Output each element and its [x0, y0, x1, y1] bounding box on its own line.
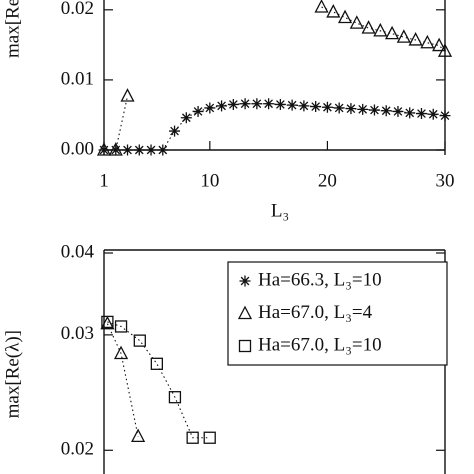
triangle-marker [96, 142, 112, 156]
star-marker [427, 108, 439, 120]
triangle-marker [420, 34, 435, 49]
star-marker [216, 100, 228, 112]
star-marker [380, 105, 392, 117]
star-marker [133, 144, 145, 156]
star-marker [157, 144, 169, 156]
triangle-marker [361, 20, 376, 34]
star-marker [169, 125, 181, 137]
star-marker [145, 144, 157, 156]
star-marker [192, 105, 204, 117]
star-marker [357, 103, 369, 115]
y-tick-label: 0.03 [61, 323, 94, 344]
y-tick-label: 0.02 [61, 0, 94, 19]
triangle-marker [314, 0, 329, 13]
y-axis-label: max[Re(λ)] [2, 330, 23, 418]
x-tick-label: 1 [99, 170, 109, 191]
star-marker [239, 98, 251, 110]
star-marker [321, 101, 333, 113]
triangle-marker [337, 9, 353, 24]
series-line [106, 323, 139, 437]
legend-label: Ha=67.0, L₃=4 [258, 302, 373, 323]
triangle-marker [385, 25, 400, 40]
series-line [104, 103, 446, 151]
star-marker [404, 107, 416, 119]
square-marker [150, 357, 164, 370]
star-marker [286, 99, 298, 111]
y-tick-label: 0.01 [61, 68, 94, 89]
x-tick-label: 30 [436, 170, 455, 191]
x-tick-label: 20 [318, 170, 337, 191]
legend-marker [237, 305, 253, 320]
square-marker [186, 431, 199, 444]
triangle-marker [396, 29, 411, 43]
series-line [104, 6, 446, 151]
triangle-marker [349, 15, 364, 29]
star-marker [368, 104, 380, 116]
square-marker [133, 334, 146, 347]
star-marker [310, 101, 322, 113]
star-marker [251, 98, 263, 110]
legend-label: Ha=67.0, L₃=10 [258, 334, 382, 355]
star-marker [122, 144, 134, 156]
legend-marker [238, 339, 252, 353]
triangle-marker [100, 315, 115, 330]
square-marker [168, 391, 182, 404]
star-marker [415, 108, 427, 120]
x-tick-label: 10 [200, 170, 219, 191]
star-marker [180, 112, 192, 124]
triangle-marker [408, 32, 423, 46]
legend-label: Ha=66.3, L₃=10 [258, 269, 382, 290]
legend-box [227, 261, 448, 366]
y-tick-label: 0.02 [61, 439, 94, 460]
star-marker [274, 98, 286, 110]
x-axis-label: L₃ [271, 200, 289, 221]
star-marker [392, 105, 404, 117]
triangle-marker [326, 4, 341, 18]
triangle-marker [373, 22, 388, 37]
plot-area [100, 315, 216, 444]
star-marker [333, 102, 345, 114]
y-axis-label: max[Re(λ)] [2, 0, 23, 58]
star-marker [345, 103, 357, 115]
star-marker [204, 102, 216, 114]
square-marker [114, 320, 128, 333]
triangle-marker [432, 37, 447, 52]
triangle-marker [437, 43, 453, 57]
triangle-marker [113, 345, 129, 360]
star-marker [110, 144, 122, 156]
y-tick-label: 0.00 [61, 138, 94, 159]
star-marker [439, 110, 451, 122]
plot-area [96, 0, 453, 156]
star-marker [298, 100, 310, 112]
square-marker [101, 315, 114, 329]
star-marker [263, 98, 275, 110]
star-marker [227, 98, 239, 110]
legend-marker [239, 275, 251, 287]
triangle-marker [131, 428, 146, 443]
square-marker [203, 431, 216, 444]
triangle-marker [120, 88, 135, 102]
y-tick-label: 0.04 [61, 241, 95, 262]
triangle-marker [108, 142, 123, 156]
series-line [107, 321, 210, 439]
